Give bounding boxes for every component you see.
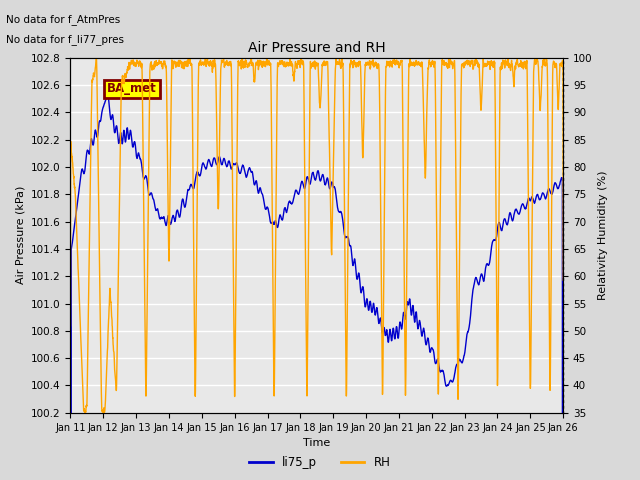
Text: No data for f_li77_pres: No data for f_li77_pres bbox=[6, 34, 124, 45]
Text: No data for f_AtmPres: No data for f_AtmPres bbox=[6, 14, 121, 25]
Y-axis label: Air Pressure (kPa): Air Pressure (kPa) bbox=[15, 186, 26, 284]
Legend: li75_p, RH: li75_p, RH bbox=[244, 452, 396, 474]
Title: Air Pressure and RH: Air Pressure and RH bbox=[248, 41, 386, 55]
Text: BA_met: BA_met bbox=[108, 83, 157, 96]
X-axis label: Time: Time bbox=[303, 438, 330, 448]
Y-axis label: Relativity Humidity (%): Relativity Humidity (%) bbox=[598, 170, 608, 300]
